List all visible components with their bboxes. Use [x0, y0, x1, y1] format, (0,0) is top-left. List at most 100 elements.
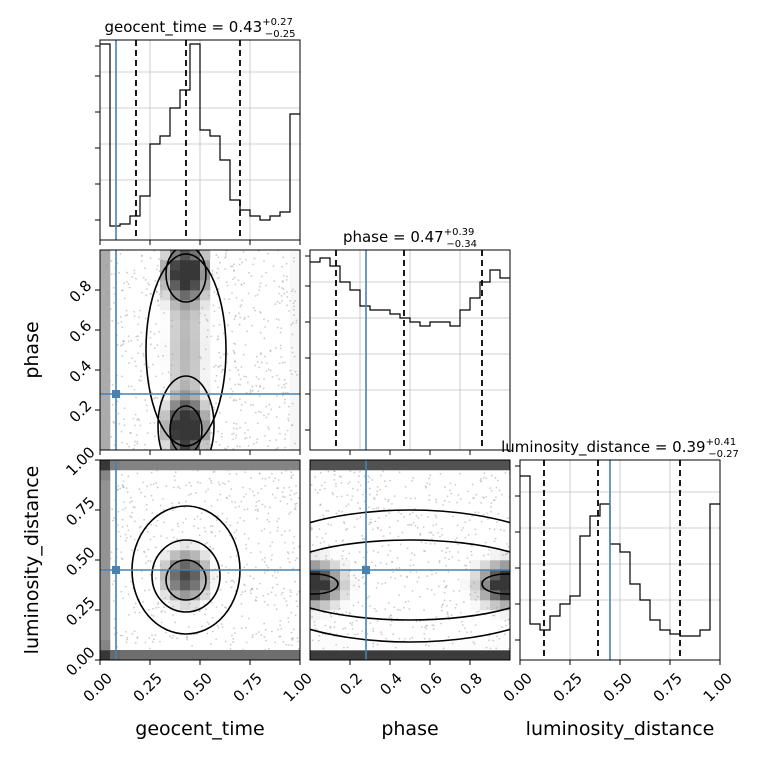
- sample-point: [267, 368, 270, 371]
- sample-point: [377, 527, 379, 530]
- sample-point: [221, 482, 224, 485]
- sample-point: [107, 291, 110, 293]
- density-cell: [120, 460, 131, 471]
- density-cell: [100, 600, 111, 611]
- sample-point: [223, 353, 225, 356]
- sample-point: [123, 501, 126, 503]
- sample-point: [278, 362, 281, 365]
- sample-point: [221, 432, 223, 435]
- sample-point: [188, 481, 191, 484]
- density-cell: [320, 610, 331, 621]
- sample-point: [232, 637, 235, 640]
- sample-point: [264, 628, 267, 631]
- density-cell: [200, 380, 211, 391]
- sample-point: [135, 396, 137, 399]
- sample-point: [142, 276, 145, 279]
- sample-point: [435, 498, 437, 501]
- sample-point: [229, 396, 232, 399]
- sample-point: [294, 370, 297, 373]
- sample-point: [178, 487, 181, 490]
- sample-point: [346, 527, 349, 530]
- sample-point: [250, 592, 252, 595]
- density-cell: [310, 470, 321, 481]
- sample-point: [372, 507, 375, 510]
- sample-point: [237, 383, 240, 386]
- sample-point: [234, 537, 237, 540]
- sample-point: [127, 529, 130, 532]
- sample-point: [271, 493, 274, 496]
- sample-point: [151, 640, 154, 643]
- sample-point: [458, 590, 461, 592]
- sample-point: [140, 491, 143, 494]
- sample-point: [165, 485, 168, 488]
- sample-point: [126, 636, 129, 639]
- density-cell: [180, 570, 191, 581]
- sample-point: [333, 470, 336, 473]
- sample-point: [396, 520, 399, 522]
- sample-point: [503, 529, 506, 532]
- density-cell: [360, 640, 371, 651]
- sample-point: [273, 604, 276, 606]
- sample-point: [325, 509, 328, 512]
- sample-point: [298, 545, 300, 548]
- sample-point: [456, 537, 458, 539]
- sample-point: [338, 509, 341, 512]
- sample-point: [222, 332, 225, 335]
- sample-point: [242, 469, 245, 471]
- sample-point: [204, 500, 206, 503]
- sample-point: [294, 299, 296, 302]
- sample-point: [211, 273, 214, 276]
- sample-point: [233, 627, 235, 630]
- sample-point: [334, 482, 337, 485]
- sample-point: [120, 316, 122, 318]
- sample-point: [427, 561, 430, 564]
- y-tick-label-phase: 0.6: [66, 317, 96, 347]
- sample-point: [261, 477, 264, 480]
- sample-point: [493, 528, 496, 531]
- density-cell: [290, 420, 300, 431]
- sample-point: [156, 344, 159, 347]
- sample-point: [107, 622, 110, 624]
- sample-point: [474, 591, 477, 594]
- sample-point: [338, 607, 341, 610]
- sample-point: [246, 563, 248, 566]
- sample-point: [313, 624, 316, 627]
- sample-point: [171, 325, 173, 328]
- sample-point: [233, 352, 236, 355]
- sample-point: [138, 526, 141, 529]
- sample-point: [230, 586, 233, 589]
- density-cell: [470, 470, 481, 481]
- sample-point: [351, 627, 354, 630]
- contour-line: [310, 509, 510, 643]
- sample-point: [121, 558, 124, 561]
- sample-point: [445, 565, 447, 567]
- sample-point: [160, 295, 163, 298]
- sample-point: [341, 510, 343, 513]
- density-cell: [190, 380, 201, 391]
- density-cell: [180, 270, 191, 281]
- sample-point: [209, 432, 212, 435]
- sample-point: [238, 263, 241, 266]
- sample-point: [113, 627, 116, 630]
- sample-point: [160, 535, 162, 537]
- sample-point: [120, 320, 123, 323]
- density-cell: [290, 360, 300, 371]
- sample-point: [458, 559, 460, 562]
- sample-point: [127, 593, 130, 596]
- sample-point: [441, 533, 444, 536]
- sample-point: [367, 474, 370, 477]
- sample-point: [154, 435, 156, 438]
- sample-point: [277, 384, 280, 387]
- density-cell: [190, 320, 201, 331]
- sample-point: [319, 488, 321, 491]
- sample-point: [290, 475, 293, 478]
- sample-point: [274, 641, 276, 644]
- sample-point: [134, 413, 137, 416]
- sample-point: [441, 609, 443, 612]
- sample-point: [212, 325, 215, 327]
- sample-point: [235, 427, 238, 430]
- sample-point: [140, 370, 143, 373]
- sample-point: [377, 517, 380, 519]
- sample-point: [490, 474, 493, 477]
- density-cell: [230, 650, 241, 660]
